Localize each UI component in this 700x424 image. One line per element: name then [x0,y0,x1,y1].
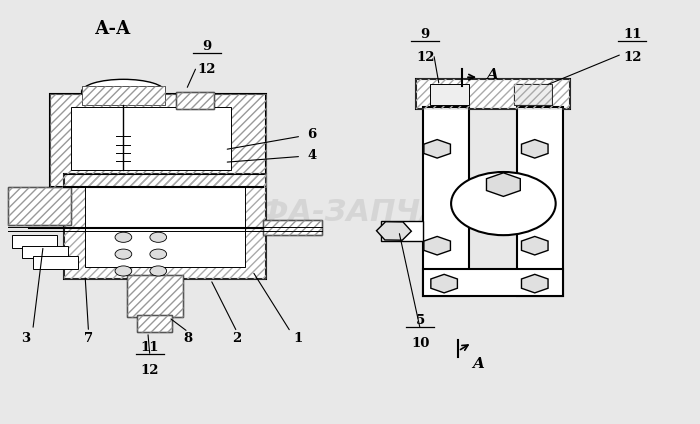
FancyBboxPatch shape [176,92,214,109]
FancyBboxPatch shape [430,84,468,105]
Text: 10: 10 [411,337,430,350]
Text: АЛЬФА-ЗАПЧАСТИ: АЛЬФА-ЗАПЧАСТИ [187,198,513,226]
Text: 11: 11 [623,28,642,41]
FancyBboxPatch shape [262,220,322,235]
FancyBboxPatch shape [8,187,71,225]
FancyBboxPatch shape [82,86,165,105]
Circle shape [451,172,556,235]
FancyBboxPatch shape [424,269,563,296]
Text: 2: 2 [232,332,241,345]
FancyBboxPatch shape [12,235,57,248]
Text: 5: 5 [416,314,425,327]
FancyBboxPatch shape [382,221,423,242]
FancyBboxPatch shape [64,174,266,279]
FancyBboxPatch shape [416,79,570,109]
Circle shape [115,249,132,259]
Circle shape [115,266,132,276]
Text: 4: 4 [307,149,316,162]
FancyBboxPatch shape [71,107,232,170]
FancyBboxPatch shape [517,107,563,296]
Text: 3: 3 [21,332,30,345]
Circle shape [150,249,167,259]
Circle shape [150,266,167,276]
FancyBboxPatch shape [85,187,246,267]
Text: А-А: А-А [94,20,131,38]
Text: 6: 6 [307,128,316,141]
Text: 12: 12 [141,364,159,377]
Text: A: A [472,357,484,371]
Text: 1: 1 [293,332,302,345]
Circle shape [150,232,167,243]
Circle shape [115,232,132,243]
FancyBboxPatch shape [33,256,78,269]
Text: 7: 7 [84,332,93,345]
Text: 9: 9 [202,40,211,53]
FancyBboxPatch shape [127,275,183,317]
FancyBboxPatch shape [137,315,172,332]
Text: A: A [486,68,498,82]
FancyBboxPatch shape [514,84,552,105]
FancyBboxPatch shape [50,94,266,187]
Text: 12: 12 [623,51,642,64]
Text: 9: 9 [421,28,430,41]
Ellipse shape [82,79,165,105]
Text: 11: 11 [141,340,159,354]
Text: 12: 12 [198,63,216,76]
Text: 12: 12 [416,51,435,64]
Text: 8: 8 [183,332,192,345]
FancyBboxPatch shape [22,245,68,258]
FancyBboxPatch shape [424,107,468,296]
